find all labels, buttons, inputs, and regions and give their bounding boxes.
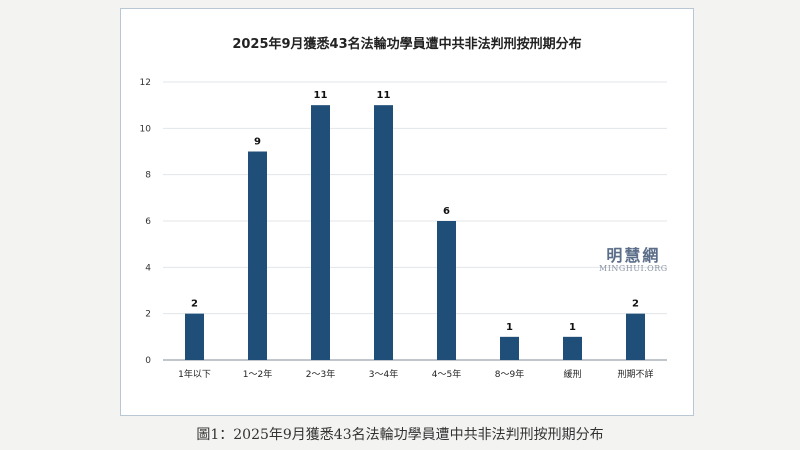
y-tick-label: 6 bbox=[145, 217, 151, 227]
gridlines bbox=[163, 81, 667, 361]
y-tick-label: 0 bbox=[145, 356, 151, 366]
bar bbox=[374, 105, 393, 361]
data-label: 2 bbox=[191, 299, 198, 310]
x-tick-label: 刑期不詳 bbox=[617, 368, 653, 380]
bar bbox=[626, 313, 645, 360]
x-tick-label: 1年以下 bbox=[178, 368, 211, 380]
data-label: 6 bbox=[443, 206, 450, 217]
watermark-url: MINGHUI.ORG bbox=[599, 263, 668, 273]
bar bbox=[500, 336, 519, 360]
y-tick-label: 8 bbox=[145, 171, 151, 181]
bar bbox=[185, 313, 204, 360]
y-tick-label: 2 bbox=[145, 310, 151, 320]
bar bbox=[437, 221, 456, 360]
data-label: 1 bbox=[569, 322, 576, 333]
data-label: 11 bbox=[314, 90, 328, 101]
y-tick-label: 4 bbox=[145, 263, 151, 273]
x-tick-label: 4～5年 bbox=[432, 368, 461, 380]
x-axis-labels: 1年以下 1～2年 2～3年 3～4年 4～5年 8～9年 緩刑 刑期不詳 bbox=[178, 368, 653, 380]
y-tick-label: 10 bbox=[140, 124, 152, 134]
chart-frame: 2025年9月獲悉43名法輪功學員遭中共非法判刑按刑期分布 0 2 4 6 8 10 12 … bbox=[120, 8, 694, 416]
figure-caption: 圖1：2025年9月獲悉43名法輪功學員遭中共非法判刑按刑期分布 bbox=[196, 427, 604, 443]
y-axis-ticks: 0 2 4 6 8 10 12 bbox=[140, 78, 152, 366]
x-tick-label: 1～2年 bbox=[243, 368, 272, 380]
data-label: 2 bbox=[632, 299, 639, 310]
y-tick-label: 12 bbox=[140, 78, 151, 88]
bar bbox=[248, 151, 267, 360]
bar bbox=[563, 336, 582, 360]
x-tick-label: 2～3年 bbox=[306, 368, 335, 380]
data-label: 9 bbox=[254, 137, 261, 148]
x-tick-label: 8～9年 bbox=[495, 368, 524, 380]
watermark-name: 明慧網 bbox=[606, 246, 661, 265]
x-tick-label: 緩刑 bbox=[563, 368, 581, 380]
data-label: 1 bbox=[506, 322, 513, 333]
data-label: 11 bbox=[377, 90, 391, 101]
watermark-logo: 明慧網 MINGHUI.ORG bbox=[599, 247, 668, 273]
bar bbox=[311, 105, 330, 361]
chart-title: 2025年9月獲悉43名法輪功學員遭中共非法判刑按刑期分布 bbox=[232, 37, 582, 52]
x-tick-label: 3～4年 bbox=[369, 368, 398, 380]
